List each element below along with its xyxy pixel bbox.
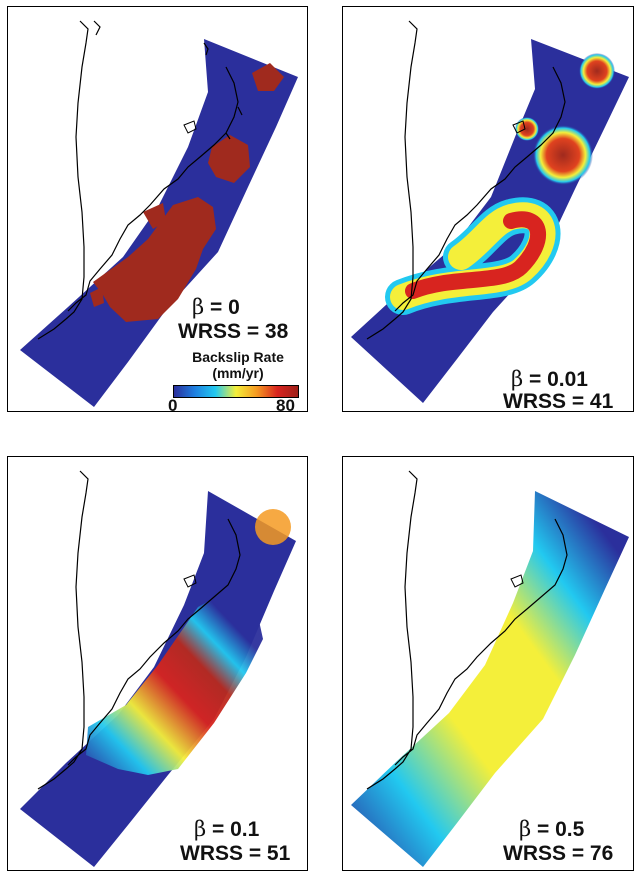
beta-symbol: β — [194, 817, 207, 841]
beta-label: β = 0.01 — [511, 367, 588, 391]
map-panel-beta-0: β = 0 WRSS = 38 Backslip Rate (mm/yr) 0 … — [7, 6, 308, 412]
slip-patches — [90, 63, 284, 322]
coastline — [37, 20, 243, 340]
map-panel-beta-0.5: β = 0.5 WRSS = 76 — [342, 456, 634, 871]
map-panel-beta-0.01: β = 0.01 WRSS = 41 — [342, 6, 634, 412]
beta-value: = 0.5 — [531, 818, 585, 841]
slip-field — [86, 589, 263, 775]
beta-value: = 0 — [204, 296, 240, 319]
slip-patch — [515, 117, 539, 141]
slip-map — [20, 20, 298, 407]
beta-label: β = 0 — [192, 295, 240, 319]
fault-zone-base — [351, 491, 629, 867]
slip-map — [351, 20, 629, 403]
coastline — [366, 470, 568, 790]
fault-mesh — [20, 39, 298, 407]
colorbar-max-label: 80 — [276, 396, 295, 412]
island — [183, 120, 197, 134]
slip-patch — [143, 203, 166, 229]
slip-patch — [93, 197, 216, 322]
slip-patch — [252, 63, 284, 91]
island — [512, 120, 526, 134]
slip-patches — [385, 53, 615, 315]
wrss-label: WRSS = 38 — [178, 320, 289, 343]
colorbar-title: Backslip Rate (mm/yr) — [178, 349, 298, 381]
slip-map — [351, 470, 629, 867]
slip-patch — [90, 287, 104, 307]
map-panel-beta-0.1: β = 0.1 WRSS = 51 — [7, 456, 308, 871]
slip-patch — [255, 509, 291, 545]
beta-symbol: β — [511, 367, 524, 391]
colorbar — [173, 385, 299, 398]
wrss-label: WRSS = 51 — [180, 842, 291, 865]
wrss-label: WRSS = 76 — [503, 842, 614, 865]
beta-symbol: β — [519, 817, 532, 841]
slip-patch — [579, 53, 615, 89]
colorbar-min-label: 0 — [168, 396, 178, 412]
beta-label: β = 0.1 — [194, 817, 260, 841]
beta-symbol: β — [192, 295, 205, 319]
colorbar-title-line1: Backslip Rate — [192, 349, 284, 365]
slip-patch — [533, 125, 593, 185]
slip-patch — [208, 135, 250, 183]
coastline — [37, 470, 241, 790]
beta-value: = 0.01 — [523, 368, 588, 391]
slip-patch — [405, 211, 546, 299]
beta-label: β = 0.5 — [519, 817, 585, 841]
wrss-label: WRSS = 41 — [503, 390, 614, 412]
colorbar-title-line2: (mm/yr) — [212, 365, 264, 382]
slip-map — [20, 470, 296, 867]
island — [183, 574, 197, 588]
beta-value: = 0.1 — [206, 818, 260, 841]
coastline — [366, 20, 566, 340]
island — [510, 574, 524, 588]
